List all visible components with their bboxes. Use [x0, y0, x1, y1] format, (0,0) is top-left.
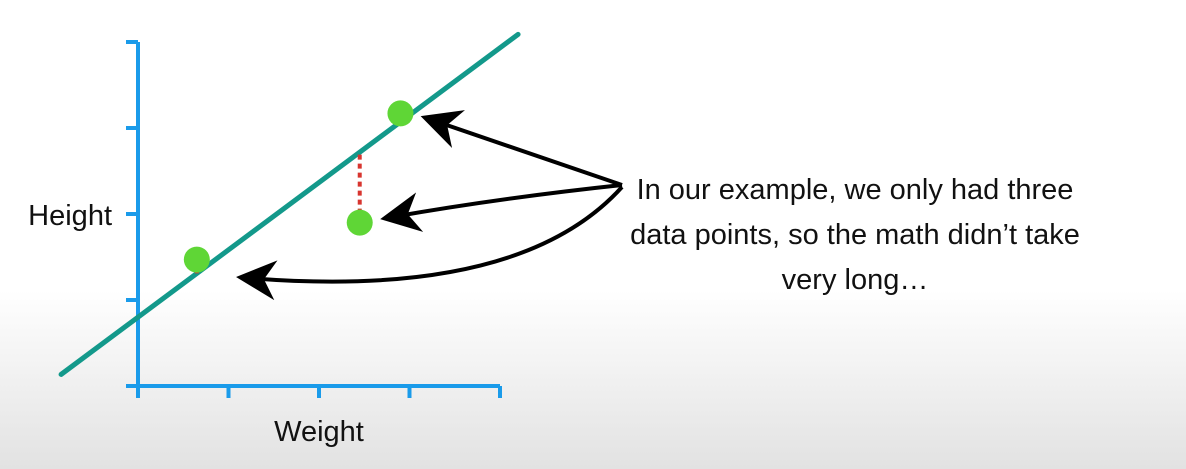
data-points — [183, 100, 414, 273]
data-point — [387, 100, 414, 127]
axes — [126, 40, 502, 398]
data-point — [346, 209, 373, 236]
fit-line-group — [58, 31, 521, 377]
arrow-to-top-residual — [420, 110, 623, 187]
arrow-to-bottom-residual — [236, 185, 624, 301]
annotation-text: In our example, we only had three data p… — [630, 174, 1080, 296]
y-axis-label: Height — [28, 200, 112, 232]
annotation-arrows — [236, 110, 624, 301]
data-point — [183, 246, 210, 273]
x-axis-label: Weight — [274, 416, 364, 448]
arrow-to-middle-residual — [380, 183, 623, 232]
fit-line — [58, 31, 521, 377]
